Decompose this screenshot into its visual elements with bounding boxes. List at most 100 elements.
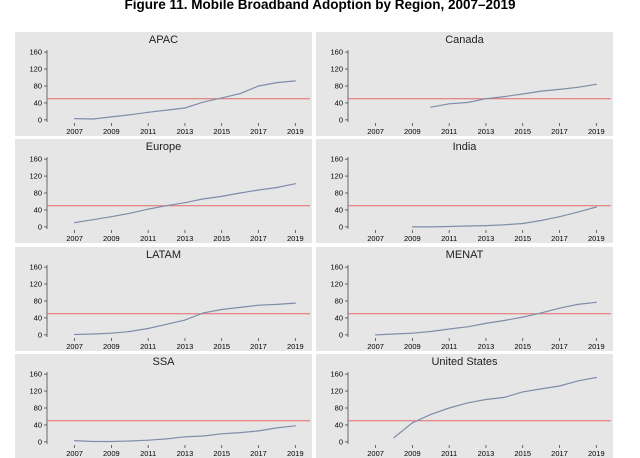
data-point — [129, 330, 131, 333]
data-point — [540, 219, 542, 222]
y-tick-label: 160 — [330, 263, 343, 272]
data-point — [577, 303, 579, 305]
data-point — [294, 183, 296, 185]
data-point — [184, 436, 186, 438]
x-tick-label: 2007 — [367, 449, 384, 458]
panel-background — [316, 32, 613, 136]
x-tick-label: 2019 — [588, 342, 605, 351]
data-point — [577, 86, 579, 88]
data-point — [430, 106, 432, 108]
y-tick-label: 160 — [29, 263, 42, 272]
x-tick-label: 2015 — [514, 449, 531, 458]
x-tick-label: 2007 — [367, 342, 384, 351]
x-tick-label: 2015 — [213, 342, 230, 351]
y-tick-label: 0 — [38, 330, 42, 339]
data-point — [595, 206, 597, 208]
x-tick-label: 2015 — [514, 234, 531, 243]
x-tick-label: 2017 — [250, 342, 267, 351]
data-point — [165, 109, 168, 111]
y-tick-label: 120 — [29, 65, 42, 74]
y-tick-label: 0 — [339, 330, 343, 339]
data-point — [257, 304, 260, 306]
y-tick-label: 40 — [335, 99, 343, 108]
data-point — [577, 211, 579, 213]
data-point — [92, 440, 94, 443]
data-point — [522, 93, 524, 95]
x-tick-label: 2007 — [66, 449, 83, 458]
data-point — [239, 306, 241, 308]
data-point — [503, 95, 505, 98]
x-tick-label: 2017 — [551, 342, 568, 351]
x-tick-label: 2015 — [514, 342, 531, 351]
y-tick-label: 40 — [34, 99, 42, 108]
data-point — [485, 225, 487, 227]
data-point — [294, 302, 296, 304]
data-point — [202, 435, 204, 437]
data-point — [466, 101, 469, 104]
y-tick-label: 0 — [38, 437, 42, 446]
panel-title: India — [453, 141, 478, 153]
panel-latam: LATAM 0 40 80 120 160 2007 2009 2011 2013 2015 2017… — [15, 247, 312, 351]
data-point — [485, 322, 487, 325]
data-point — [202, 101, 204, 103]
data-point — [73, 333, 76, 336]
x-tick-label: 2017 — [551, 234, 568, 243]
data-point — [221, 433, 223, 435]
y-tick-label: 80 — [34, 82, 42, 91]
panel-title: APAC — [149, 34, 178, 46]
data-point — [522, 391, 524, 393]
x-tick-label: 2019 — [287, 342, 304, 351]
data-point — [374, 334, 377, 336]
x-tick-label: 2017 — [250, 127, 267, 136]
data-point — [147, 439, 149, 441]
panel-title: LATAM — [146, 249, 181, 261]
x-tick-label: 2013 — [177, 234, 194, 243]
x-tick-label: 2007 — [66, 342, 83, 351]
panel-background — [15, 247, 312, 351]
panel-background — [316, 354, 613, 458]
data-point — [540, 388, 542, 390]
x-tick-label: 2013 — [177, 342, 194, 351]
y-tick-label: 80 — [335, 297, 343, 306]
y-tick-label: 40 — [34, 314, 42, 323]
panel-title: Canada — [445, 34, 484, 46]
data-point — [184, 107, 186, 109]
data-point — [522, 222, 524, 225]
x-tick-label: 2019 — [287, 234, 304, 243]
y-tick-label: 80 — [34, 297, 42, 306]
x-tick-label: 2007 — [367, 127, 384, 136]
x-tick-label: 2009 — [404, 342, 421, 351]
data-point — [129, 114, 131, 116]
panel-apac: APAC 0 40 80 120 160 2007 2009 2011 2013 2015 2017 2… — [15, 32, 312, 136]
data-point — [448, 103, 450, 105]
y-tick-label: 120 — [29, 172, 42, 181]
data-point — [558, 88, 561, 90]
y-tick-label: 120 — [330, 172, 343, 181]
data-point — [221, 308, 223, 311]
data-point — [257, 430, 260, 432]
data-point — [540, 312, 542, 314]
data-point — [257, 189, 260, 191]
panel-india: India 0 40 80 120 160 2007 2009 2011 2013 2015 2017… — [316, 139, 613, 243]
data-point — [110, 440, 112, 443]
y-tick-label: 120 — [29, 387, 42, 396]
x-tick-label: 2019 — [588, 127, 605, 136]
x-tick-label: 2019 — [287, 449, 304, 458]
y-tick-label: 40 — [335, 206, 343, 215]
x-tick-label: 2007 — [66, 127, 83, 136]
panel-united-states: United States 0 40 80 120 160 2007 2009 2011 2013… — [316, 354, 613, 458]
panel-background — [316, 139, 613, 243]
data-point — [540, 90, 542, 92]
data-point — [503, 396, 505, 399]
data-point — [239, 93, 241, 95]
panel-background — [15, 139, 312, 243]
y-tick-label: 40 — [34, 421, 42, 430]
data-point — [276, 303, 278, 305]
y-tick-label: 120 — [330, 387, 343, 396]
data-point — [558, 385, 561, 387]
x-tick-label: 2015 — [514, 127, 531, 136]
data-point — [411, 226, 413, 228]
data-point — [485, 98, 487, 100]
data-point — [110, 216, 112, 218]
panel-ssa: SSA 0 40 80 120 160 2007 2009 2011 2013 2015 2017 20… — [15, 354, 312, 458]
